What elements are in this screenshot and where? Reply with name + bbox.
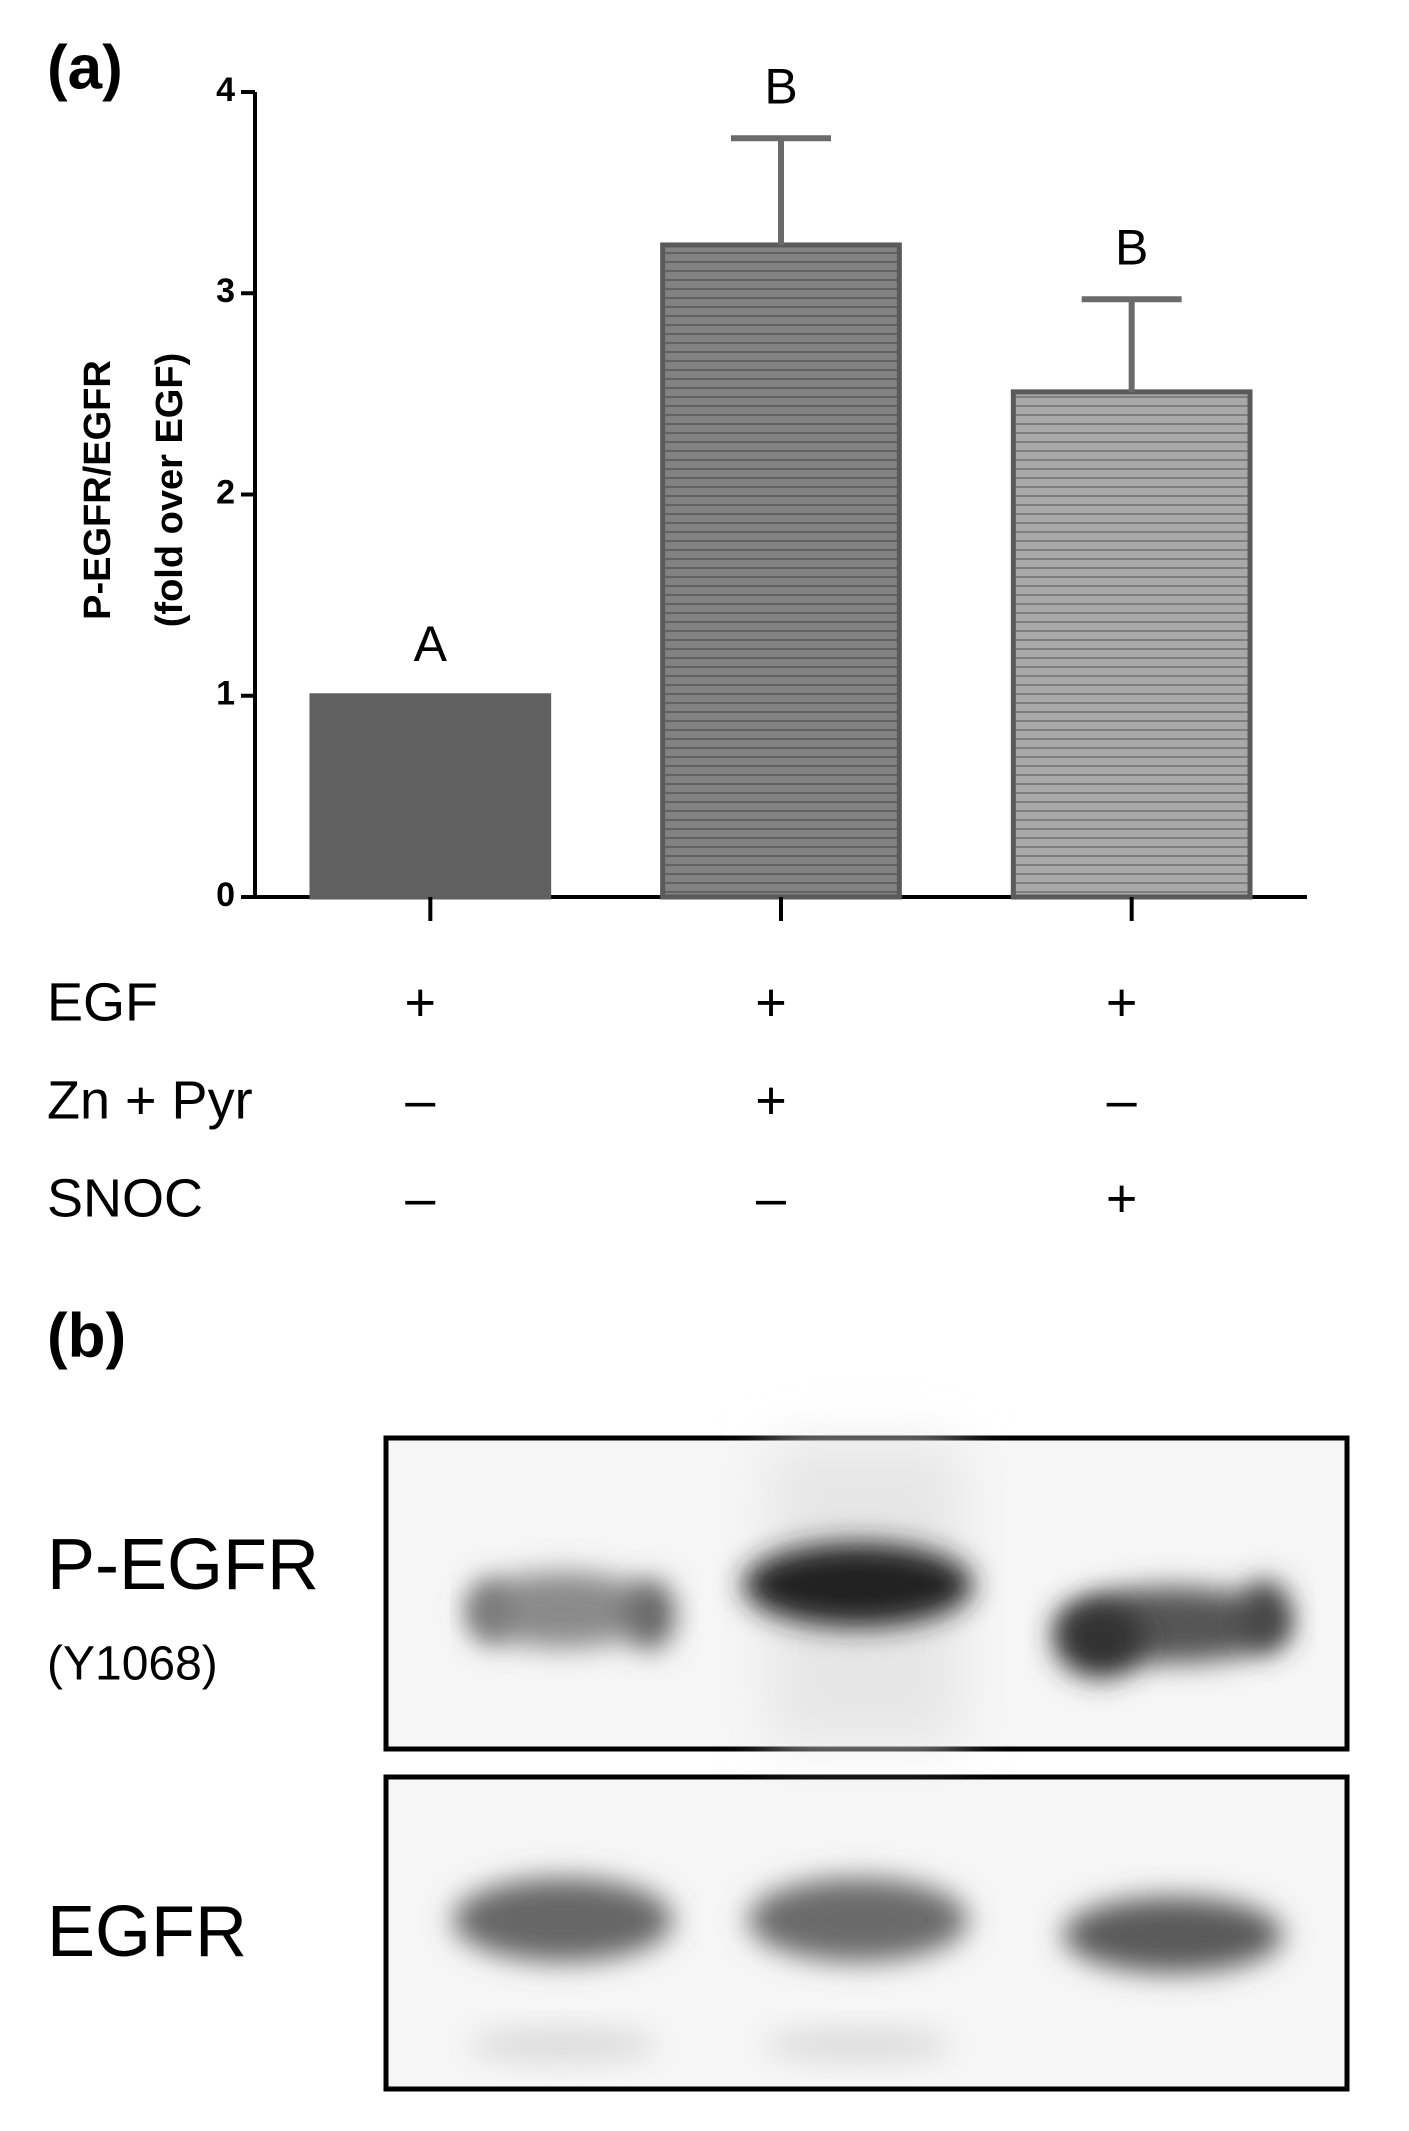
y-tick-label: 3 <box>216 272 235 310</box>
treatment-sign: – <box>405 1070 435 1130</box>
panel-label: (a) <box>47 33 123 102</box>
y-tick-label: 1 <box>216 675 235 713</box>
blot-bands <box>453 1445 1290 2063</box>
treatment-sign: + <box>755 1070 787 1130</box>
annotation: B <box>1115 219 1148 275</box>
y-axis-title: (fold over EGF) <box>149 353 191 627</box>
blot-row-label: EGFR <box>47 1892 247 1972</box>
bar <box>660 242 902 900</box>
y-axis-title-line: P-EGFR/EGFR <box>77 360 119 620</box>
treatment-sign: – <box>405 1168 435 1228</box>
annotation: B <box>764 58 797 114</box>
annotation: A <box>414 616 448 672</box>
treatment-sign: + <box>405 972 437 1032</box>
treatment-name: EGF <box>47 972 158 1032</box>
treatment-sign: + <box>1106 1168 1138 1228</box>
panel-label: (b) <box>47 1301 126 1370</box>
y-tick-label: 0 <box>216 876 235 914</box>
blot-row-sublabel: (Y1068) <box>47 1638 218 1691</box>
error-bar <box>731 135 831 245</box>
y-axis-title: P-EGFR/EGFR <box>77 360 119 620</box>
treatment-name: Zn + Pyr <box>47 1070 253 1130</box>
blot-row-label: P-EGFR <box>47 1525 319 1605</box>
treatment-sign: + <box>755 972 787 1032</box>
bar <box>1010 389 1253 900</box>
treatment-sign: – <box>756 1168 786 1228</box>
y-tick-label: 2 <box>216 473 235 511</box>
treatment-name: SNOC <box>47 1168 203 1228</box>
y-axis-title-line: (fold over EGF) <box>149 353 191 627</box>
treatment-sign: + <box>1106 972 1138 1032</box>
treatment-sign: – <box>1107 1070 1137 1130</box>
error-bar <box>1081 296 1182 392</box>
y-tick-label: 4 <box>216 71 235 109</box>
bar <box>309 693 552 900</box>
blot <box>383 1435 1350 2092</box>
